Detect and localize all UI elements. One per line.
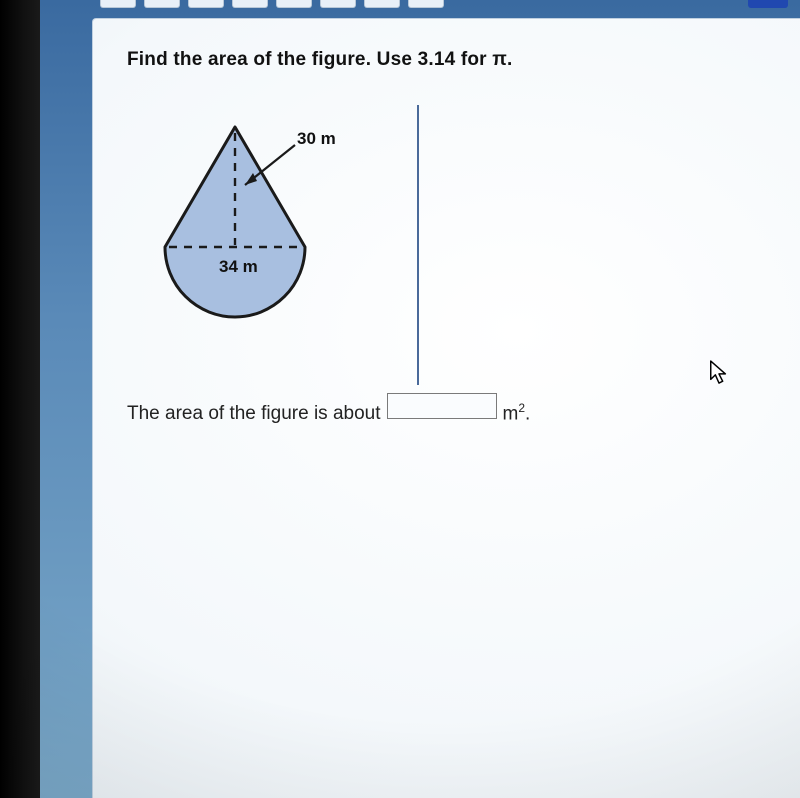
next-arrow-button[interactable] bbox=[748, 0, 788, 8]
mouse-cursor-icon bbox=[708, 359, 730, 387]
monitor-bezel bbox=[0, 0, 40, 798]
page-button[interactable] bbox=[408, 0, 444, 8]
page-button[interactable] bbox=[364, 0, 400, 8]
answer-tail: . bbox=[525, 403, 530, 424]
figure-row: 30 m 34 m bbox=[127, 115, 800, 375]
diameter-label: 34 m bbox=[219, 257, 258, 277]
page-button[interactable] bbox=[232, 0, 268, 8]
answer-lead: The area of the figure is about bbox=[127, 403, 381, 425]
page-button[interactable] bbox=[144, 0, 180, 8]
page-button[interactable] bbox=[188, 0, 224, 8]
geometry-figure: 30 m 34 m bbox=[145, 119, 375, 349]
page-button[interactable] bbox=[276, 0, 312, 8]
answer-unit: m2. bbox=[503, 401, 531, 425]
question-panel: Find the area of the figure. Use 3.14 fo… bbox=[92, 18, 800, 798]
prompt-text-pre: Find the area of the figure. Use 3.14 fo… bbox=[127, 49, 492, 70]
vertical-divider bbox=[417, 105, 419, 385]
height-label: 30 m bbox=[297, 129, 336, 149]
answer-input[interactable] bbox=[387, 393, 497, 419]
pagination-buttons-partial bbox=[100, 0, 444, 8]
answer-sentence: The area of the figure is about m2. bbox=[127, 393, 800, 425]
page-button[interactable] bbox=[100, 0, 136, 8]
figure-svg bbox=[145, 119, 375, 349]
unit-exponent: 2 bbox=[518, 401, 525, 415]
pi-symbol: π bbox=[492, 49, 507, 70]
question-prompt: Find the area of the figure. Use 3.14 fo… bbox=[127, 49, 800, 71]
prompt-text-post: . bbox=[507, 49, 512, 70]
page-button[interactable] bbox=[320, 0, 356, 8]
unit-base: m bbox=[503, 403, 519, 424]
